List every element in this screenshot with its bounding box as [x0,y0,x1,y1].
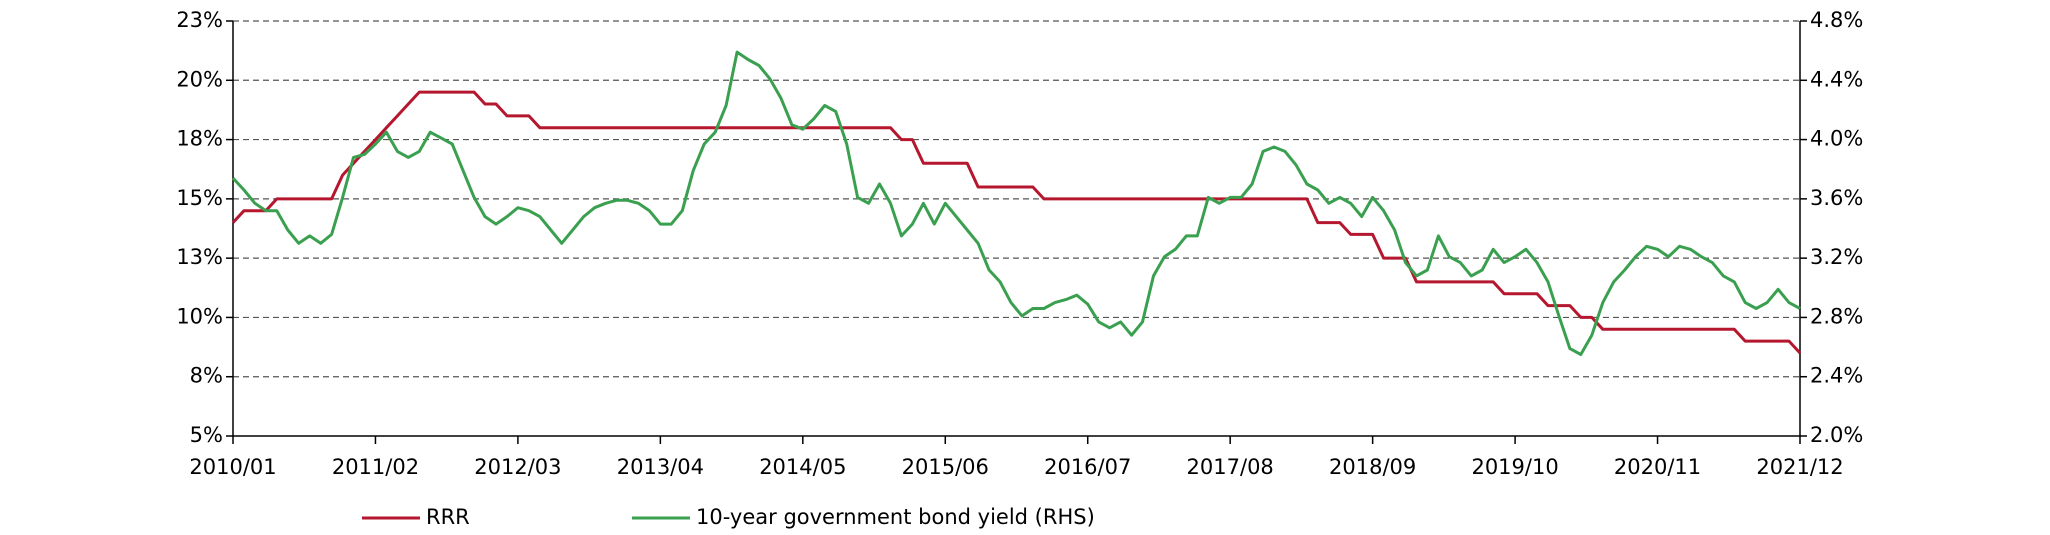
y-tick-label: 18% [176,127,223,151]
x-tick-label: 2013/04 [617,455,704,479]
x-tick-label: 2016/07 [1044,455,1131,479]
series-line [231,50,1801,356]
y2-tick-label: 2.4% [1810,364,1863,388]
y-tick-label: 15% [176,186,223,210]
x-tick-label: 2015/06 [902,455,989,479]
x-tick-label: 2011/02 [332,455,419,479]
y2-tick-label: 3.2% [1810,245,1863,269]
x-tick-label: 2017/08 [1187,455,1274,479]
y-tick-label: 13% [176,245,223,269]
y2-tick-label: 3.6% [1810,186,1863,210]
x-tick-label: 2012/03 [474,455,561,479]
x-tick-label: 2018/09 [1329,455,1416,479]
x-tick-label: 2014/05 [759,455,846,479]
x-tick-label: 2021/12 [1756,455,1843,479]
y2-tick-label: 4.4% [1810,67,1863,91]
x-tick-label: 2020/11 [1614,455,1701,479]
y2-tick-label: 2.8% [1810,304,1863,328]
y2-tick-label: 4.8% [1810,8,1863,32]
x-tick-label: 2019/10 [1471,455,1558,479]
y-tick-label: 8% [190,364,223,388]
legend-label: RRR [426,505,470,529]
y2-tick-label: 4.0% [1810,127,1863,151]
y-tick-label: 20% [176,67,223,91]
y-tick-label: 23% [176,8,223,32]
y-tick-label: 5% [190,423,223,447]
y-tick-label: 10% [176,304,223,328]
series-line [231,90,1802,355]
legend-label: 10-year government bond yield (RHS) [696,505,1095,529]
x-tick-label: 2010/01 [189,455,276,479]
y2-tick-label: 2.0% [1810,423,1863,447]
